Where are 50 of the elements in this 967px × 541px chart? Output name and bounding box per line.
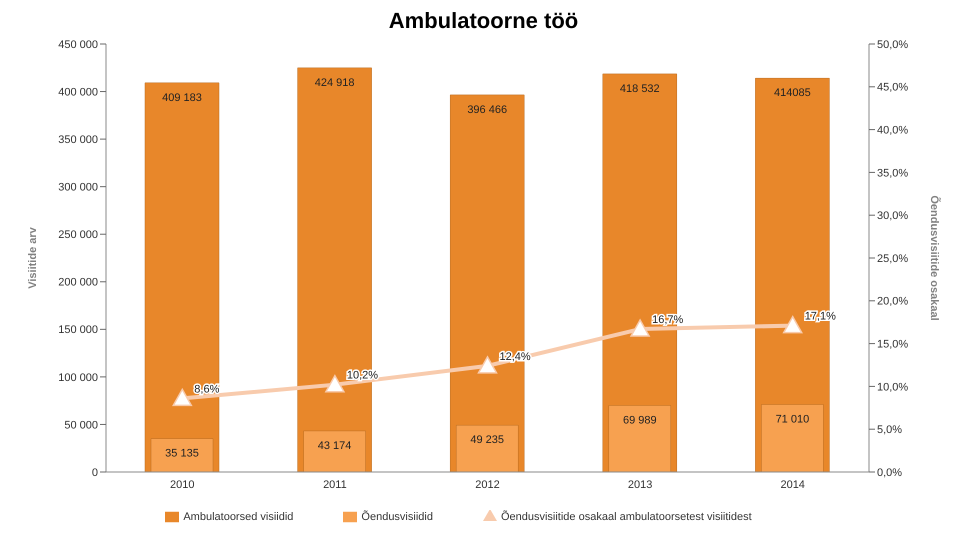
y-tick-label: 150 000	[58, 324, 98, 336]
y2-tick-label: 50,0%	[877, 38, 908, 51]
data-label: 43 174	[318, 440, 352, 452]
y2-tick-label: 5,0%	[877, 424, 902, 436]
y2-tick-label: 15,0%	[877, 338, 908, 351]
y-tick-label: 250 000	[58, 229, 98, 242]
y2-axis-title: Õendusvisiitide osakaal	[928, 195, 942, 321]
chart-title: Ambulatoorne töö	[388, 8, 580, 35]
data-label: 414085	[774, 87, 811, 100]
y-tick-label: 50 000	[64, 419, 98, 432]
data-label: 396 466	[467, 104, 508, 116]
legend-label: Õendusvisiitide osakaal ambulatoorsetest visiitidest	[500, 510, 752, 523]
legend-label: Ambulatoorsed visiidid	[183, 510, 294, 523]
point	[478, 356, 498, 374]
point	[325, 374, 345, 392]
data-label: 12,4%	[500, 350, 531, 363]
y2-tick-label: 35,0%	[877, 167, 908, 180]
y-tick-label: 0	[92, 466, 98, 479]
data-label: 418 532	[620, 82, 660, 95]
y-tick-label: 350 000	[58, 134, 98, 146]
y-tick-label: 100 000	[58, 372, 98, 384]
y2-tick-label: 0,0%	[877, 466, 902, 479]
point	[782, 316, 802, 334]
point	[630, 319, 650, 337]
y2-tick-label: 45,0%	[877, 82, 908, 94]
bar	[144, 82, 220, 472]
x-tick-label: 2011	[323, 478, 347, 491]
y-tick-label: 200 000	[58, 276, 98, 289]
y2-tick-label: 20,0%	[877, 296, 908, 308]
x-tick-label: 2012	[475, 478, 500, 491]
y-axis-title: Visiitide arv	[26, 226, 39, 289]
data-label: 71 010	[776, 413, 810, 426]
y2-tick-label: 25,0%	[877, 252, 908, 265]
data-label: 8,6%	[194, 383, 220, 396]
x-tick-label: 2010	[170, 478, 195, 491]
y2-tick-label: 40,0%	[877, 124, 908, 137]
x-tick-label: 2013	[628, 478, 652, 491]
data-label: 409 183	[162, 92, 202, 104]
data-label: 49 235	[470, 434, 504, 446]
legend-label: Õendusvisiidid	[361, 510, 433, 523]
y2-tick-label: 30,0%	[877, 210, 908, 222]
y-tick-label: 400 000	[58, 86, 98, 98]
data-label: 69 989	[622, 414, 657, 426]
data-label: 424 918	[314, 76, 354, 89]
point	[172, 388, 192, 406]
y2-tick-label: 10,0%	[877, 381, 908, 394]
x-tick-label: 2014	[780, 478, 805, 491]
y-tick-label: 300 000	[58, 182, 98, 194]
y-tick-label: 450 000	[58, 38, 98, 51]
data-label: 35 135	[165, 448, 199, 460]
